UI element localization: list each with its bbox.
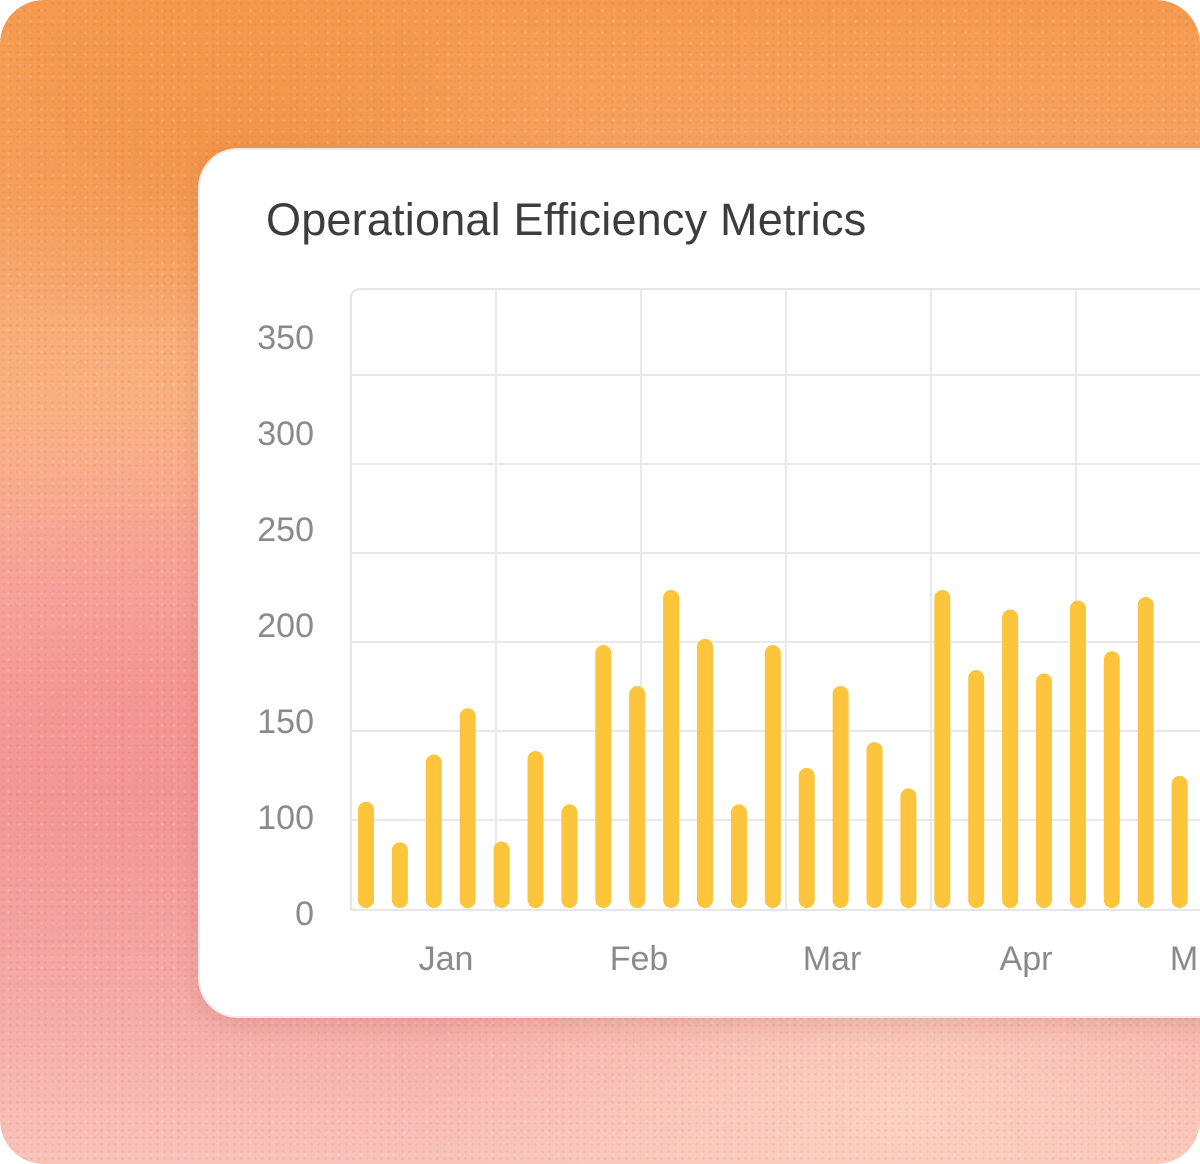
bar [866, 742, 883, 908]
bar [764, 645, 781, 908]
y-tick-label: 350 [257, 319, 314, 357]
plot-frame [350, 288, 1200, 910]
bar [832, 686, 849, 908]
bar [358, 801, 374, 908]
bar [595, 645, 612, 908]
x-tick-label: Mar [803, 940, 862, 978]
bar [1002, 609, 1019, 908]
bar [1069, 600, 1086, 908]
bar-chart: 0 100 150 200 250 300 350 Jan Feb Mar Apr M [257, 288, 1200, 978]
x-tick-label: Feb [610, 940, 669, 978]
y-tick-label: 150 [257, 703, 314, 741]
bar [425, 754, 442, 908]
y-tick-label: 250 [257, 511, 314, 549]
bar [1137, 597, 1154, 908]
bar [493, 841, 510, 908]
x-tick-label: Jan [419, 940, 474, 978]
bar [391, 842, 408, 908]
y-tick-label: 300 [257, 415, 314, 453]
x-tick-label: Apr [1000, 940, 1053, 978]
bar [1171, 775, 1188, 908]
bar [900, 788, 917, 908]
bar [561, 804, 578, 908]
bar [1036, 673, 1052, 908]
bar [527, 750, 544, 908]
bar [968, 669, 985, 908]
x-axis: Jan Feb Mar Apr M [419, 940, 1199, 978]
bars [358, 589, 1188, 908]
y-tick-label: 0 [295, 895, 314, 933]
bar [663, 589, 680, 908]
bar [934, 589, 951, 908]
chart-card: Operational Efficiency Metrics 0 100 150 20… [198, 148, 1200, 1018]
chart-title: Operational Efficiency Metrics [266, 194, 867, 245]
x-tick-label: M [1170, 940, 1198, 978]
y-tick-label: 100 [257, 799, 314, 837]
bar [798, 767, 815, 908]
bar [697, 638, 713, 908]
y-axis: 0 100 150 200 250 300 350 [257, 319, 314, 933]
bar [730, 804, 747, 908]
bar [1103, 651, 1120, 908]
bar [459, 708, 476, 908]
bar [629, 686, 646, 908]
y-tick-label: 200 [257, 607, 314, 645]
